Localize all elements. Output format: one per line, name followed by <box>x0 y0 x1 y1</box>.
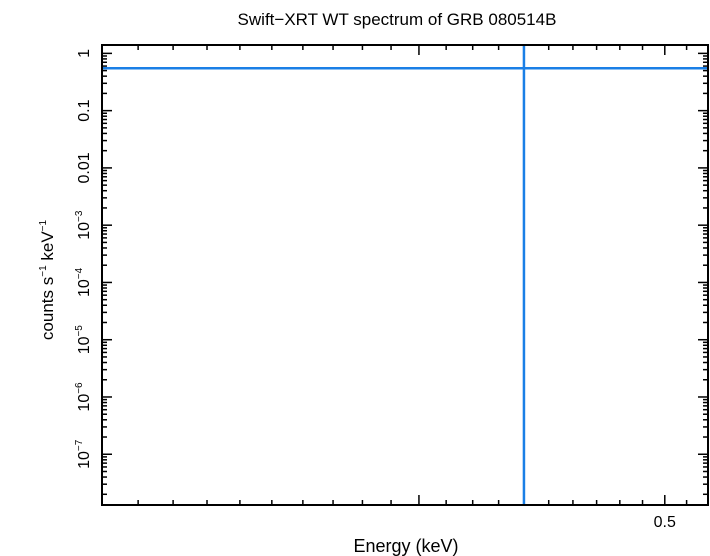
y-tick-label-exp: −3 <box>74 210 85 222</box>
y-tick-label-base: 1 <box>76 49 93 58</box>
y-tick-label-base: 0.1 <box>76 99 93 121</box>
x-tick-label: 0.5 <box>654 514 676 531</box>
y-tick-label-base: 10 <box>76 336 93 354</box>
x-axis-ticks: 0.5 <box>137 45 709 531</box>
y-tick-label: 10−6 <box>74 382 93 412</box>
y-label-sup-1: −1 <box>38 265 49 277</box>
y-tick-label: 1 <box>76 49 93 58</box>
y-tick-label: 10−5 <box>74 325 93 355</box>
y-tick-label-base: 10 <box>76 394 93 412</box>
y-tick-label-base: 0.01 <box>76 152 93 183</box>
y-tick-label-exp: −5 <box>74 325 85 337</box>
y-axis-label: counts s−1 keV−1 <box>38 219 57 340</box>
y-tick-label-base: 10 <box>76 451 93 469</box>
plot-frame <box>101 44 709 506</box>
y-label-mid: keV <box>38 231 57 266</box>
y-tick-label-exp: −4 <box>74 267 85 279</box>
y-label-sup-2: −1 <box>38 219 49 231</box>
y-tick-label: 0.01 <box>76 152 93 183</box>
series-layer <box>102 45 708 505</box>
y-tick-label-exp: −7 <box>74 439 85 451</box>
chart-title: Swift−XRT WT spectrum of GRB 080514B <box>238 10 557 29</box>
y-tick-label: 10−4 <box>74 267 93 297</box>
y-tick-label-exp: −6 <box>74 382 85 394</box>
y-tick-label-base: 10 <box>76 222 93 240</box>
y-tick-label: 10−7 <box>74 439 93 469</box>
y-tick-label: 10−3 <box>74 210 93 240</box>
y-label-base: counts s <box>38 277 57 340</box>
y-tick-label-base: 10 <box>76 279 93 297</box>
x-axis-label: Energy (keV) <box>353 536 458 556</box>
y-tick-label: 0.1 <box>76 99 93 121</box>
